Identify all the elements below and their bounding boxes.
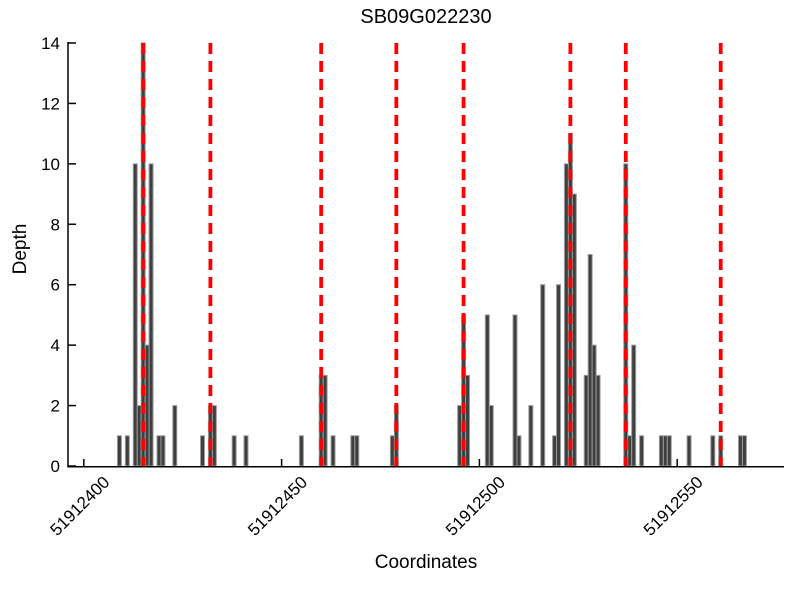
y-tick-label: 4 (51, 336, 60, 355)
depth-bar (457, 405, 463, 467)
depth-bar (552, 435, 558, 467)
y-tick-label: 8 (51, 215, 60, 234)
depth-bar (556, 284, 561, 467)
depth-bar (211, 405, 217, 467)
depth-bar (516, 435, 522, 467)
depth-bar (563, 163, 569, 467)
depth-bar (627, 435, 633, 467)
depth-bar (658, 435, 664, 467)
y-tick-label: 10 (41, 155, 60, 174)
depth-bar (528, 405, 534, 467)
depth-bar (148, 163, 154, 467)
depth-bar (631, 344, 637, 467)
depth-bar (389, 435, 395, 467)
depth-bar (587, 254, 593, 467)
depth-bar (298, 435, 304, 467)
depth-bar (231, 435, 237, 467)
depth-bar (639, 435, 645, 467)
depth-bar (741, 435, 747, 467)
depth-bar (322, 374, 328, 467)
depth-bar (132, 163, 138, 467)
depth-bar (710, 435, 716, 467)
x-tick-label: 51912550 (640, 473, 707, 540)
y-tick-label: 6 (51, 276, 60, 295)
depth-bar (124, 435, 130, 467)
depth-bar (160, 435, 166, 467)
depth-bar (512, 314, 518, 467)
y-tick-label: 14 (41, 34, 60, 53)
x-axis-label: Coordinates (374, 552, 478, 573)
depth-bar (172, 405, 178, 467)
depth-bar (116, 435, 122, 467)
depth-bar (144, 344, 150, 467)
chart-title: SB09G022230 (360, 6, 492, 28)
depth-bar (540, 284, 546, 467)
depth-bar (484, 314, 490, 467)
x-tick-label: 51912500 (442, 473, 509, 540)
depth-bar (662, 435, 668, 467)
depth-bar (200, 435, 205, 467)
depth-bar (686, 435, 692, 467)
depth-bar (243, 435, 249, 467)
depth-bar (583, 374, 589, 467)
x-tick-label: 51912400 (46, 473, 113, 540)
depth-bar (488, 405, 494, 467)
depth-bar (738, 435, 743, 467)
depth-bar (136, 405, 142, 467)
depth-bar (591, 344, 597, 467)
depth-bar (354, 435, 360, 467)
depth-bar (350, 435, 356, 467)
y-tick-label: 0 (51, 457, 60, 476)
depth-bar (156, 435, 162, 467)
depth-bar (465, 374, 471, 467)
y-tick-label: 12 (41, 94, 60, 113)
depth-bar (330, 435, 336, 467)
depth-bar (571, 193, 577, 467)
depth-bar (207, 405, 213, 467)
y-tick-label: 2 (51, 397, 60, 416)
x-tick-label: 51912450 (244, 473, 311, 540)
depth-bar (595, 374, 601, 467)
depth-bar (393, 405, 399, 467)
depth-bar (666, 435, 672, 467)
